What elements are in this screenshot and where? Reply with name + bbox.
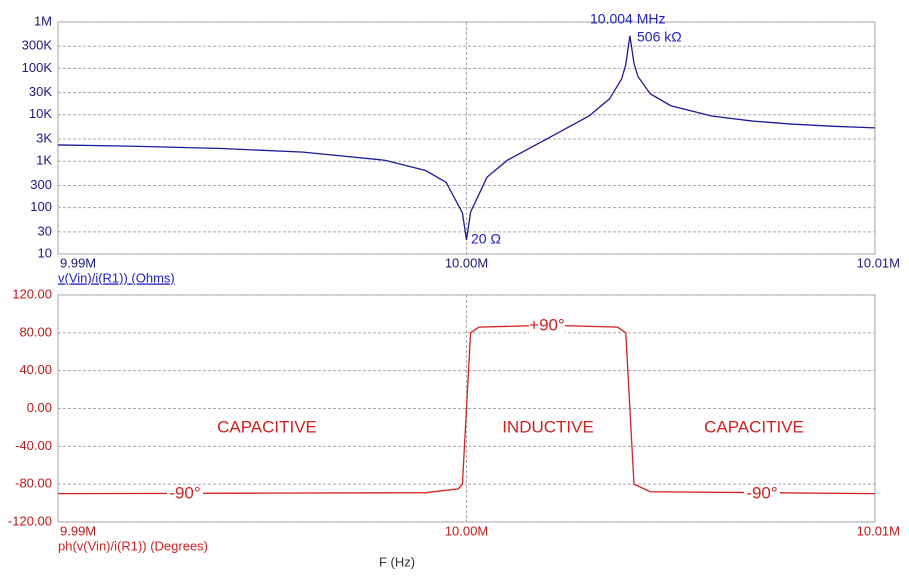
y-tick-label: 30	[38, 223, 52, 238]
annotation: CAPACITIVE	[704, 417, 804, 436]
x-tick-label: 9.99M	[60, 523, 96, 538]
x-tick-label: 10.00M	[445, 255, 488, 270]
annotation: -90°	[746, 483, 777, 502]
label-background	[744, 486, 780, 502]
y-tick-label: 40.00	[19, 362, 52, 377]
y-axis-label: ph(v(Vin)/i(R1)) (Degrees)	[58, 538, 208, 553]
annotation: -90°	[169, 483, 200, 502]
annotation: CAPACITIVE	[217, 417, 317, 436]
y-tick-label: 80.00	[19, 324, 52, 339]
y-tick-label: 1M	[34, 13, 52, 28]
annotation: 10.004 MHz	[590, 11, 665, 27]
y-tick-label: -80.00	[15, 476, 52, 491]
y-tick-label: 100K	[22, 60, 53, 75]
data-line	[57, 324, 876, 495]
y-axis-label: v(Vin)/i(R1)) (Ohms)	[58, 270, 175, 285]
annotation: 20 Ω	[471, 231, 501, 247]
y-tick-label: -40.00	[15, 438, 52, 453]
annotation: 506 kΩ	[637, 29, 682, 45]
x-tick-label: 10.01M	[857, 255, 900, 270]
annotation: +90°	[529, 315, 565, 334]
y-tick-label: 10	[38, 245, 52, 260]
y-tick-label: 10K	[29, 106, 52, 121]
label-background	[167, 486, 203, 502]
x-axis-label: F (Hz)	[379, 554, 415, 569]
y-tick-label: 100	[30, 199, 52, 214]
y-tick-label: 0.00	[27, 400, 52, 415]
y-tick-label: 3K	[36, 130, 52, 145]
y-tick-label: 30K	[29, 84, 52, 99]
y-tick-label: 1K	[36, 153, 52, 168]
x-tick-label: 10.00M	[445, 523, 488, 538]
label-background	[529, 318, 565, 334]
y-tick-label: 300K	[22, 38, 53, 53]
y-tick-label: 300	[30, 177, 52, 192]
y-tick-label: -120.00	[8, 513, 52, 528]
annotation: INDUCTIVE	[502, 417, 594, 436]
y-tick-label: 120.00	[12, 286, 52, 301]
x-tick-label: 10.01M	[857, 523, 900, 538]
x-tick-label: 9.99M	[60, 255, 96, 270]
data-line	[57, 35, 876, 241]
